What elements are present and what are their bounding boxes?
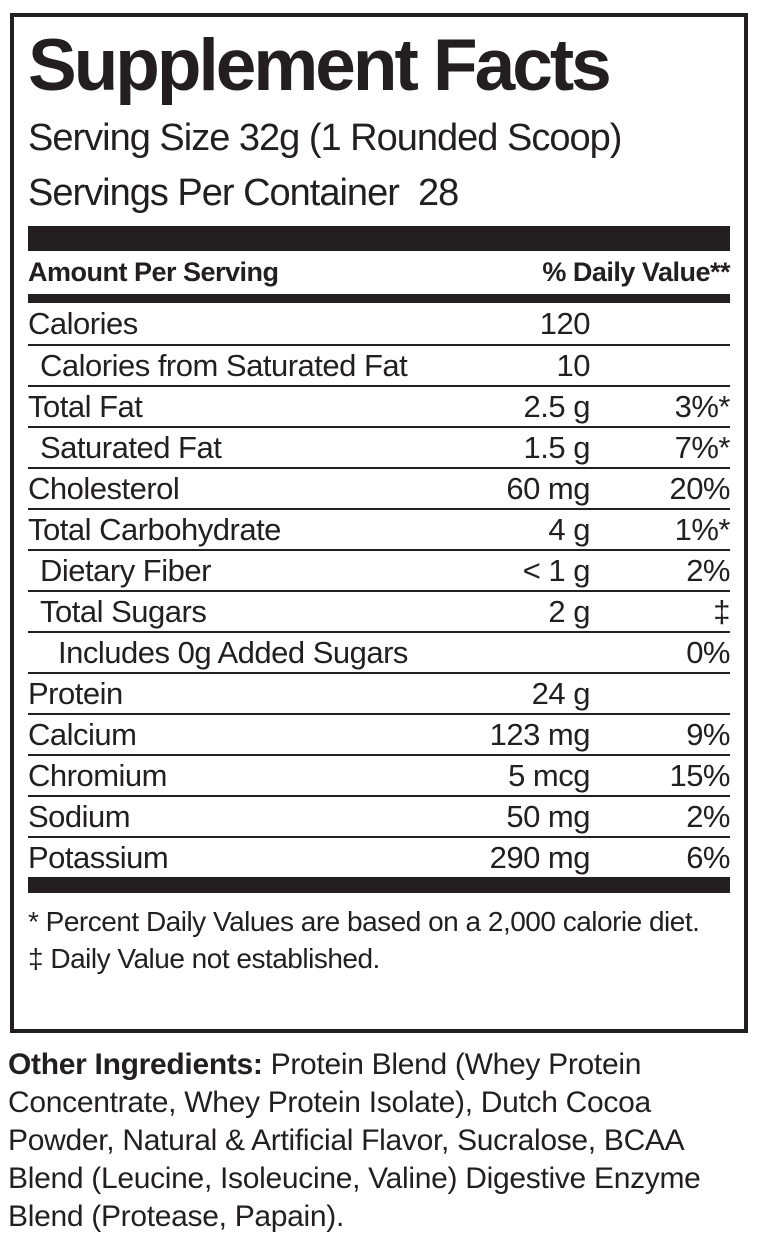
table-row: Total Sugars 2 g ‡ [28,590,731,631]
nutrient-name: Includes 0g Added Sugars [58,634,408,670]
ingredients-section: Other Ingredients: Protein Blend (Whey P… [8,1046,756,1235]
column-header-row: Amount Per Serving % Daily Value** [28,251,730,294]
table-row: Potassium 290 mg 6% [28,836,731,877]
nutrient-amount: 5 mcg [508,757,590,793]
nutrient-amount: 2.5 g [523,388,591,424]
nutrient-name: Saturated Fat [40,429,222,465]
table-row: Sodium 50 mg 2% [28,795,731,836]
table-row: Chromium 5 mcg 15% [28,754,731,795]
servings-per-container-text: Servings Per Container 28 [28,172,459,214]
footnote-dagger: ‡ Daily Value not established. [28,943,380,974]
other-ingredients-label: Other Ingredients: [8,1048,263,1081]
footnotes: * Percent Daily Values are based on a 2,… [28,893,730,977]
nutrient-name: Total Fat [28,388,143,424]
footnote-daily-values: * Percent Daily Values are based on a 2,… [28,906,700,937]
nutrient-name: Calories [28,305,138,341]
nutrient-amount: 290 mg [489,839,591,875]
nutrient-daily-value: 0% [686,634,730,670]
nutrient-daily-value: 1%* [674,511,731,547]
nutrient-name: Sodium [28,798,131,834]
table-row: Total Carbohydrate 4 g 1%* [28,508,731,549]
nutrient-name: Calcium [28,716,137,752]
nutrient-amount: < 1 g [522,552,591,588]
nutrient-daily-value: 2% [686,552,730,588]
nutrient-daily-value: 15% [669,757,730,793]
nutrient-name: Protein [28,675,123,711]
nutrient-amount: 123 mg [489,716,591,752]
nutrient-amount: 24 g [531,675,591,711]
nutrient-name: Potassium [28,839,169,875]
amount-per-serving-header: Amount Per Serving [28,257,279,287]
other-ingredients-paragraph: Other Ingredients: Protein Blend (Whey P… [8,1046,756,1235]
nutrient-name: Cholesterol [28,470,180,506]
nutrient-name: Total Carbohydrate [28,511,281,547]
nutrient-amount: 60 mg [506,470,590,506]
nutrient-daily-value: 7%* [674,429,731,465]
nutrient-amount: 10 [556,347,591,383]
nutrient-name: Total Sugars [40,593,207,629]
divider-bar-medium [28,294,730,303]
nutrient-amount: 50 mg [506,798,590,834]
nutrient-table: Calories 120 Calories from Saturated Fat… [28,303,731,877]
nutrient-daily-value: 20% [669,470,730,506]
daily-value-header: % Daily Value** [542,257,730,287]
table-row: Calcium 123 mg 9% [28,713,731,754]
nutrient-daily-value: 3%* [674,388,731,424]
nutrient-amount: 120 [539,305,591,341]
nutrient-name: Calories from Saturated Fat [40,347,408,383]
table-row: Protein 24 g [28,672,730,713]
panel-title: Supplement Facts [28,25,612,106]
table-row: Saturated Fat 1.5 g 7%* [28,426,731,467]
nutrient-daily-value: ‡ [713,593,730,629]
divider-bar-thick-bottom [28,877,730,893]
table-row: Cholesterol 60 mg 20% [28,467,731,508]
nutrient-amount: 1.5 g [523,429,591,465]
supplement-facts-panel: Supplement Facts Serving Size 32g (1 Rou… [10,13,748,1033]
other-ingredients-text: Protein Blend (Whey Protein Concentrate,… [8,1048,701,1233]
table-row: Dietary Fiber < 1 g 2% [28,549,731,590]
nutrient-name: Chromium [28,757,167,793]
table-row: Total Fat 2.5 g 3%* [28,385,731,426]
divider-bar-thick-top [28,226,730,251]
nutrient-daily-value: 6% [686,839,730,875]
nutrient-name: Dietary Fiber [40,552,211,588]
nutrient-daily-value: 2% [686,798,730,834]
nutrient-amount: 2 g [548,593,590,629]
nutrient-daily-value: 9% [686,716,730,752]
serving-size-text: Serving Size 32g (1 Rounded Scoop) [28,117,622,159]
nutrient-amount: 4 g [548,511,590,547]
table-row: Calories 120 [28,303,730,344]
table-row: Includes 0g Added Sugars 0% [28,631,731,672]
table-row: Calories from Saturated Fat 10 [28,344,730,385]
